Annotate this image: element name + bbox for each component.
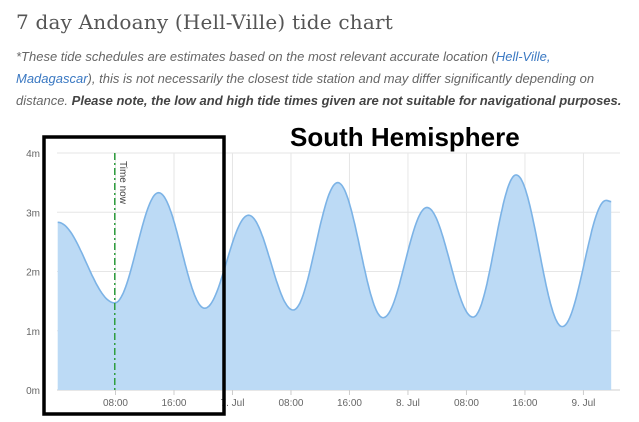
highlight-box bbox=[42, 135, 226, 416]
x-tick-label: 08:00 bbox=[454, 398, 479, 409]
disclaimer-post: ), this is not necessarily the closest t… bbox=[16, 71, 595, 108]
disclaimer-text: *These tide schedules are estimates base… bbox=[16, 46, 628, 112]
disclaimer-pre: *These tide schedules are estimates base… bbox=[16, 49, 496, 64]
y-tick-label: 4m bbox=[26, 149, 40, 160]
x-tick-label: 08:00 bbox=[103, 398, 128, 409]
y-tick-label: 3m bbox=[26, 208, 40, 219]
x-tick-label: 08:00 bbox=[278, 398, 303, 409]
x-tick-label: 16:00 bbox=[337, 398, 362, 409]
x-tick-label: 16:00 bbox=[161, 398, 186, 409]
time-now-label: Time now bbox=[117, 161, 128, 205]
y-tick-label: 0m bbox=[26, 386, 40, 397]
y-tick-label: 1m bbox=[26, 327, 40, 338]
x-tick-label: 16:00 bbox=[512, 398, 537, 409]
x-tick-label: 8. Jul bbox=[396, 398, 420, 409]
tide-area bbox=[57, 174, 612, 390]
x-tick-label: 9. Jul bbox=[571, 398, 595, 409]
page-title: 7 day Andoany (Hell-Ville) tide chart bbox=[16, 10, 393, 34]
location-link[interactable]: Hell-Ville, Madagascar bbox=[16, 49, 551, 86]
disclaimer-warning: Please note, the low and high tide times… bbox=[71, 93, 622, 108]
x-tick-label: 7. Jul bbox=[221, 398, 245, 409]
tide-line bbox=[57, 174, 612, 328]
hemisphere-label: South Hemisphere bbox=[290, 122, 520, 152]
y-tick-label: 2m bbox=[26, 268, 40, 279]
